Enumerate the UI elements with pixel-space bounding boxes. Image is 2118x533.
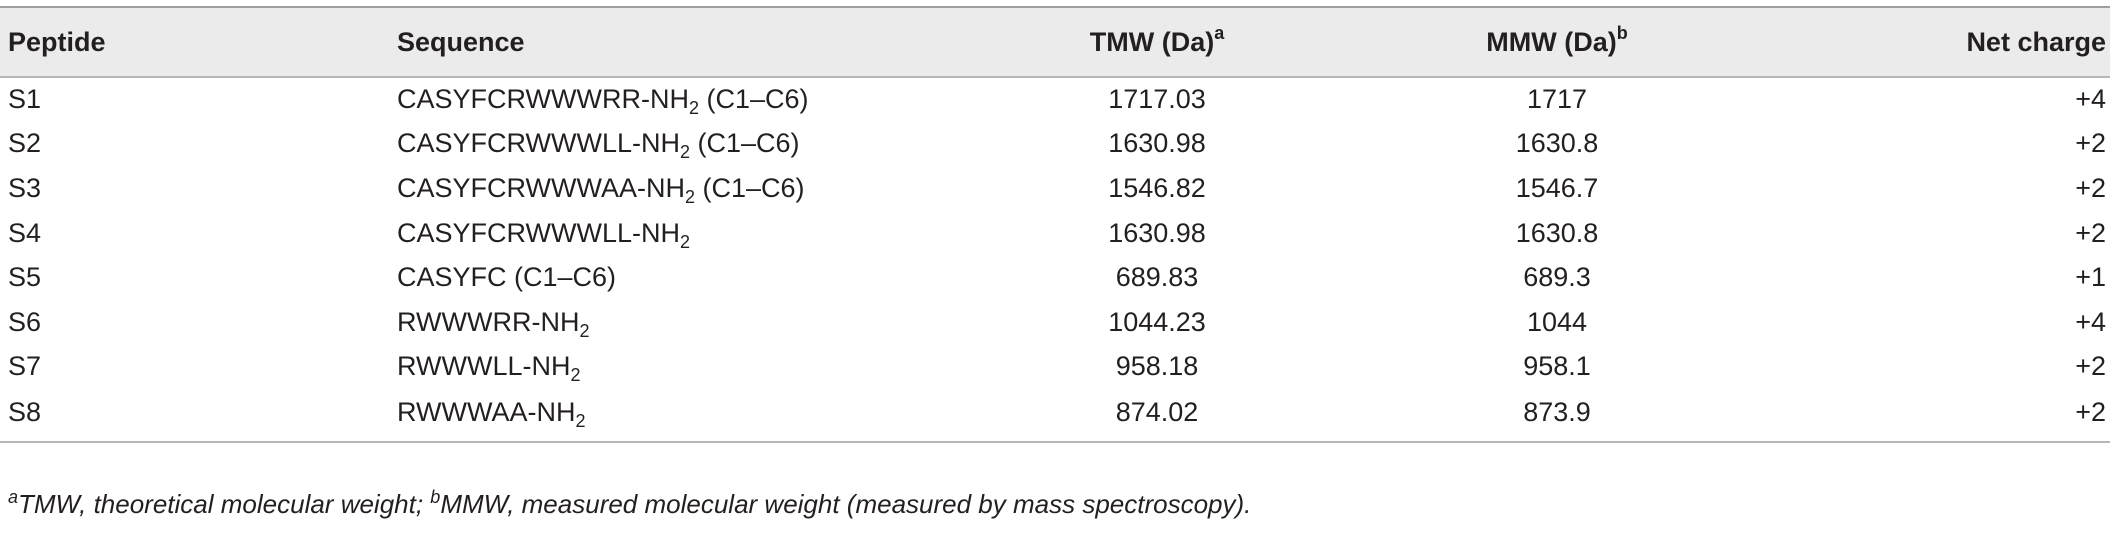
- cell-peptide: S6: [8, 306, 42, 337]
- sequence-subscript: 2: [688, 98, 699, 119]
- table-footnote: aTMW, theoretical molecular weight; bMMW…: [8, 487, 1252, 520]
- cell-sequence: RWWWLL-NH2: [397, 345, 957, 390]
- table-row: S6 RWWWRR-NH2 1044.23 1044 +4: [0, 300, 2110, 345]
- cell-mmw: 689.3: [1523, 262, 1591, 293]
- table-body: S1 CASYFCRWWWRR-NH2 (C1–C6) 1717.03 1717 +4 S…: [0, 77, 2110, 441]
- sequence-suffix: (C1–C6): [695, 172, 805, 203]
- cell-sequence: CASYFCRWWWAA-NH2 (C1–C6): [397, 166, 957, 211]
- table-row: S7 RWWWLL-NH2 958.18 958.1 +2: [0, 345, 2110, 390]
- sequence-main: RWWWRR-NH: [397, 306, 580, 337]
- cell-net-charge: +4: [2075, 84, 2106, 115]
- cell-tmw: 958.18: [1115, 351, 1199, 382]
- header-net-charge: Net charge: [1966, 26, 2106, 57]
- footnote-text-a: TMW, theoretical molecular weight;: [18, 489, 431, 519]
- cell-net-charge: +2: [2075, 397, 2106, 428]
- table-row: S4 CASYFCRWWWLL-NH2 1630.98 1630.8 +2: [0, 211, 2110, 256]
- sequence-main: CASYFC (C1–C6): [397, 262, 617, 293]
- footnote-mark-b: b: [430, 487, 441, 507]
- cell-mmw: 958.1: [1523, 351, 1591, 382]
- cell-net-charge: +1: [2075, 262, 2106, 293]
- cell-peptide: S2: [8, 128, 42, 159]
- sequence-subscript: 2: [680, 231, 691, 252]
- cell-mmw: 1630.8: [1515, 217, 1599, 248]
- header-mmw: MMW (Da)b: [1486, 22, 1628, 57]
- sequence-main: CASYFCRWWWLL-NH: [397, 217, 680, 248]
- sequence-suffix: (C1–C6): [698, 84, 809, 115]
- cell-sequence: CASYFCRWWWRR-NH2 (C1–C6): [397, 77, 957, 122]
- cell-net-charge: +2: [2075, 351, 2106, 382]
- cell-mmw: 873.9: [1523, 397, 1591, 428]
- footnote-text-b: MMW, measured molecular weight (measured…: [440, 489, 1252, 519]
- cell-mmw: 1044: [1526, 306, 1588, 337]
- cell-mmw: 1630.8: [1515, 128, 1599, 159]
- cell-tmw: 1630.98: [1108, 217, 1206, 248]
- cell-mmw: 1717: [1526, 84, 1588, 115]
- sequence-subscript: 2: [570, 365, 581, 386]
- sequence-main: CASYFCRWWWRR-NH: [397, 84, 689, 115]
- cell-tmw: 1546.82: [1108, 172, 1206, 203]
- sequence-subscript: 2: [579, 320, 590, 341]
- sequence-subscript: 2: [680, 142, 691, 163]
- cell-sequence: RWWWAA-NH2: [397, 389, 957, 441]
- table-row: S8 RWWWAA-NH2 874.02 873.9 +2: [0, 389, 2110, 441]
- cell-sequence: CASYFCRWWWLL-NH2 (C1–C6): [397, 122, 957, 167]
- cell-sequence: CASYFCRWWWLL-NH2: [397, 211, 957, 256]
- cell-peptide: S8: [8, 397, 42, 428]
- cell-sequence: CASYFC (C1–C6): [397, 255, 957, 300]
- cell-peptide: S5: [8, 262, 42, 293]
- table-row: S1 CASYFCRWWWRR-NH2 (C1–C6) 1717.03 1717 +4: [0, 77, 2110, 122]
- cell-peptide: S4: [8, 217, 42, 248]
- header-tmw-footnote-mark: a: [1214, 22, 1225, 43]
- table-row: S3 CASYFCRWWWAA-NH2 (C1–C6) 1546.82 1546.7 +…: [0, 166, 2110, 211]
- cell-tmw: 1044.23: [1108, 306, 1206, 337]
- cell-sequence: RWWWRR-NH2: [397, 300, 957, 345]
- table-row: S5 CASYFC (C1–C6) 689.83 689.3 +1: [0, 255, 2110, 300]
- cell-tmw: 689.83: [1115, 262, 1199, 293]
- table-row: S2 CASYFCRWWWLL-NH2 (C1–C6) 1630.98 1630.8 +…: [0, 122, 2110, 167]
- sequence-main: RWWWLL-NH: [397, 351, 571, 382]
- cell-peptide: S1: [8, 84, 42, 115]
- header-mmw-footnote-mark: b: [1616, 22, 1628, 43]
- cell-net-charge: +4: [2075, 306, 2106, 337]
- table-header-row: Peptide Sequence TMW (Da)a MMW (Da)b Net…: [0, 7, 2110, 77]
- cell-net-charge: +2: [2075, 128, 2106, 159]
- sequence-main: RWWWAA-NH: [397, 397, 576, 428]
- header-tmw: TMW (Da)a: [1089, 22, 1225, 57]
- cell-tmw: 1630.98: [1108, 128, 1206, 159]
- cell-peptide: S7: [8, 351, 42, 382]
- table-bottom-rule: [0, 440, 2110, 444]
- cell-tmw: 874.02: [1115, 397, 1199, 428]
- sequence-subscript: 2: [684, 186, 695, 207]
- sequence-main: CASYFCRWWWAA-NH: [397, 172, 685, 203]
- cell-net-charge: +2: [2075, 217, 2106, 248]
- sequence-subscript: 2: [575, 411, 586, 432]
- cell-peptide: S3: [8, 172, 42, 203]
- peptide-table: Peptide Sequence TMW (Da)a MMW (Da)b Net…: [0, 6, 2110, 444]
- footnote-mark-a: a: [8, 487, 19, 507]
- cell-net-charge: +2: [2075, 172, 2106, 203]
- header-sequence: Sequence: [397, 26, 525, 57]
- cell-tmw: 1717.03: [1108, 84, 1206, 115]
- sequence-main: CASYFCRWWWLL-NH: [397, 128, 680, 159]
- sequence-suffix: (C1–C6): [690, 128, 800, 159]
- header-peptide: Peptide: [8, 26, 106, 57]
- cell-mmw: 1546.7: [1515, 172, 1599, 203]
